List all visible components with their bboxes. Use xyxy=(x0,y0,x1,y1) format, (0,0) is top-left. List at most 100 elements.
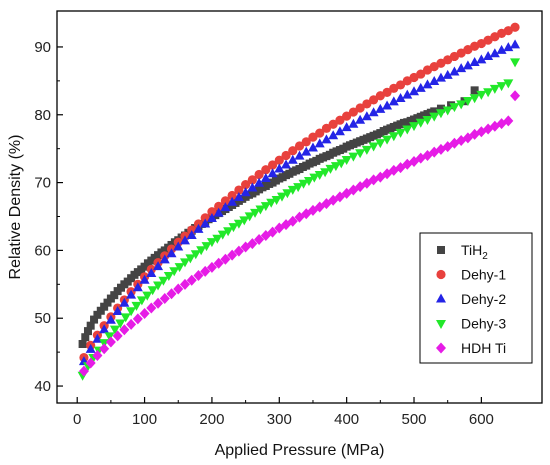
data-point xyxy=(303,177,314,187)
data-point xyxy=(147,286,158,296)
data-point xyxy=(510,90,521,102)
data-point xyxy=(241,180,251,190)
data-point xyxy=(169,267,180,277)
data-point xyxy=(282,189,293,199)
data-point xyxy=(213,257,224,269)
data-point xyxy=(132,313,143,325)
data-point xyxy=(361,145,372,155)
data-point xyxy=(510,39,521,49)
legend-label: HDH Ti xyxy=(461,340,506,356)
data-point xyxy=(196,246,207,256)
data-point xyxy=(368,95,379,105)
data-point xyxy=(355,103,365,113)
data-point xyxy=(206,238,217,248)
data-point xyxy=(435,109,446,119)
data-point xyxy=(223,227,234,237)
series-2 xyxy=(79,22,520,363)
data-point xyxy=(375,139,386,149)
data-point xyxy=(409,122,420,132)
data-point xyxy=(267,160,278,170)
data-point xyxy=(483,50,494,60)
data-point xyxy=(503,79,514,89)
data-point xyxy=(247,182,258,192)
x-tick-label: 300 xyxy=(267,411,292,428)
data-point xyxy=(120,313,131,323)
data-point xyxy=(247,175,257,185)
data-point xyxy=(334,126,345,136)
data-point xyxy=(105,336,116,348)
data-point xyxy=(158,276,169,286)
data-point xyxy=(142,291,153,301)
data-point xyxy=(348,118,359,128)
data-point xyxy=(166,248,177,258)
data-point xyxy=(301,146,312,156)
data-point xyxy=(261,165,271,175)
data-point xyxy=(483,88,494,98)
data-point xyxy=(119,297,130,307)
data-point xyxy=(217,230,228,240)
plot-frame xyxy=(56,10,543,404)
data-point xyxy=(469,94,480,104)
data-point xyxy=(293,183,304,193)
data-point xyxy=(166,288,177,300)
legend-label: Dehy-3 xyxy=(461,316,506,332)
legend-label: Dehy-1 xyxy=(461,267,506,283)
data-point xyxy=(294,150,305,160)
data-point xyxy=(435,72,446,82)
data-point xyxy=(274,155,284,165)
data-point xyxy=(267,226,278,238)
data-point xyxy=(430,107,439,116)
data-point xyxy=(146,267,157,277)
y-tick-label: 40 xyxy=(34,378,51,395)
data-point xyxy=(78,365,89,377)
data-point xyxy=(83,327,92,336)
data-point xyxy=(336,159,347,169)
data-point xyxy=(99,343,110,355)
data-point xyxy=(153,261,164,271)
data-point xyxy=(287,185,298,195)
data-point xyxy=(315,128,325,138)
data-point xyxy=(233,245,244,257)
data-point xyxy=(287,154,298,164)
data-point xyxy=(159,293,170,305)
data-point xyxy=(355,149,366,159)
y-tick-label: 80 xyxy=(34,107,51,124)
y-tick-label: 90 xyxy=(34,39,51,56)
data-point xyxy=(382,135,393,145)
data-point xyxy=(250,208,261,218)
data-point xyxy=(402,125,413,135)
data-point xyxy=(239,216,250,226)
data-point xyxy=(86,321,95,330)
data-point xyxy=(193,269,204,281)
legend-marker xyxy=(436,269,446,280)
data-point xyxy=(78,339,87,348)
x-tick-label: 600 xyxy=(469,411,494,428)
data-point xyxy=(110,291,119,300)
data-point xyxy=(489,48,500,58)
data-point xyxy=(119,324,130,336)
data-point xyxy=(103,298,112,307)
data-point xyxy=(139,274,150,284)
data-point xyxy=(193,223,204,233)
data-point xyxy=(206,213,217,223)
data-point xyxy=(314,138,325,148)
data-point xyxy=(266,198,277,208)
data-point xyxy=(159,254,170,264)
axes: 0 100 200 300 400 500 600 40 50 60 70 80 90 xyxy=(34,39,494,428)
data-point xyxy=(240,187,251,197)
data-point xyxy=(382,87,392,97)
data-point xyxy=(348,107,358,117)
data-point xyxy=(422,116,433,126)
data-point xyxy=(200,218,211,228)
data-point xyxy=(92,350,103,362)
legend-marker xyxy=(436,320,446,329)
data-point xyxy=(85,343,96,353)
data-point xyxy=(341,122,352,132)
y-tick-label: 60 xyxy=(34,242,51,259)
data-point xyxy=(382,100,393,110)
data-point xyxy=(233,192,244,202)
data-point xyxy=(308,132,318,142)
data-point xyxy=(298,179,309,189)
data-point xyxy=(314,170,325,180)
data-point xyxy=(483,123,494,135)
